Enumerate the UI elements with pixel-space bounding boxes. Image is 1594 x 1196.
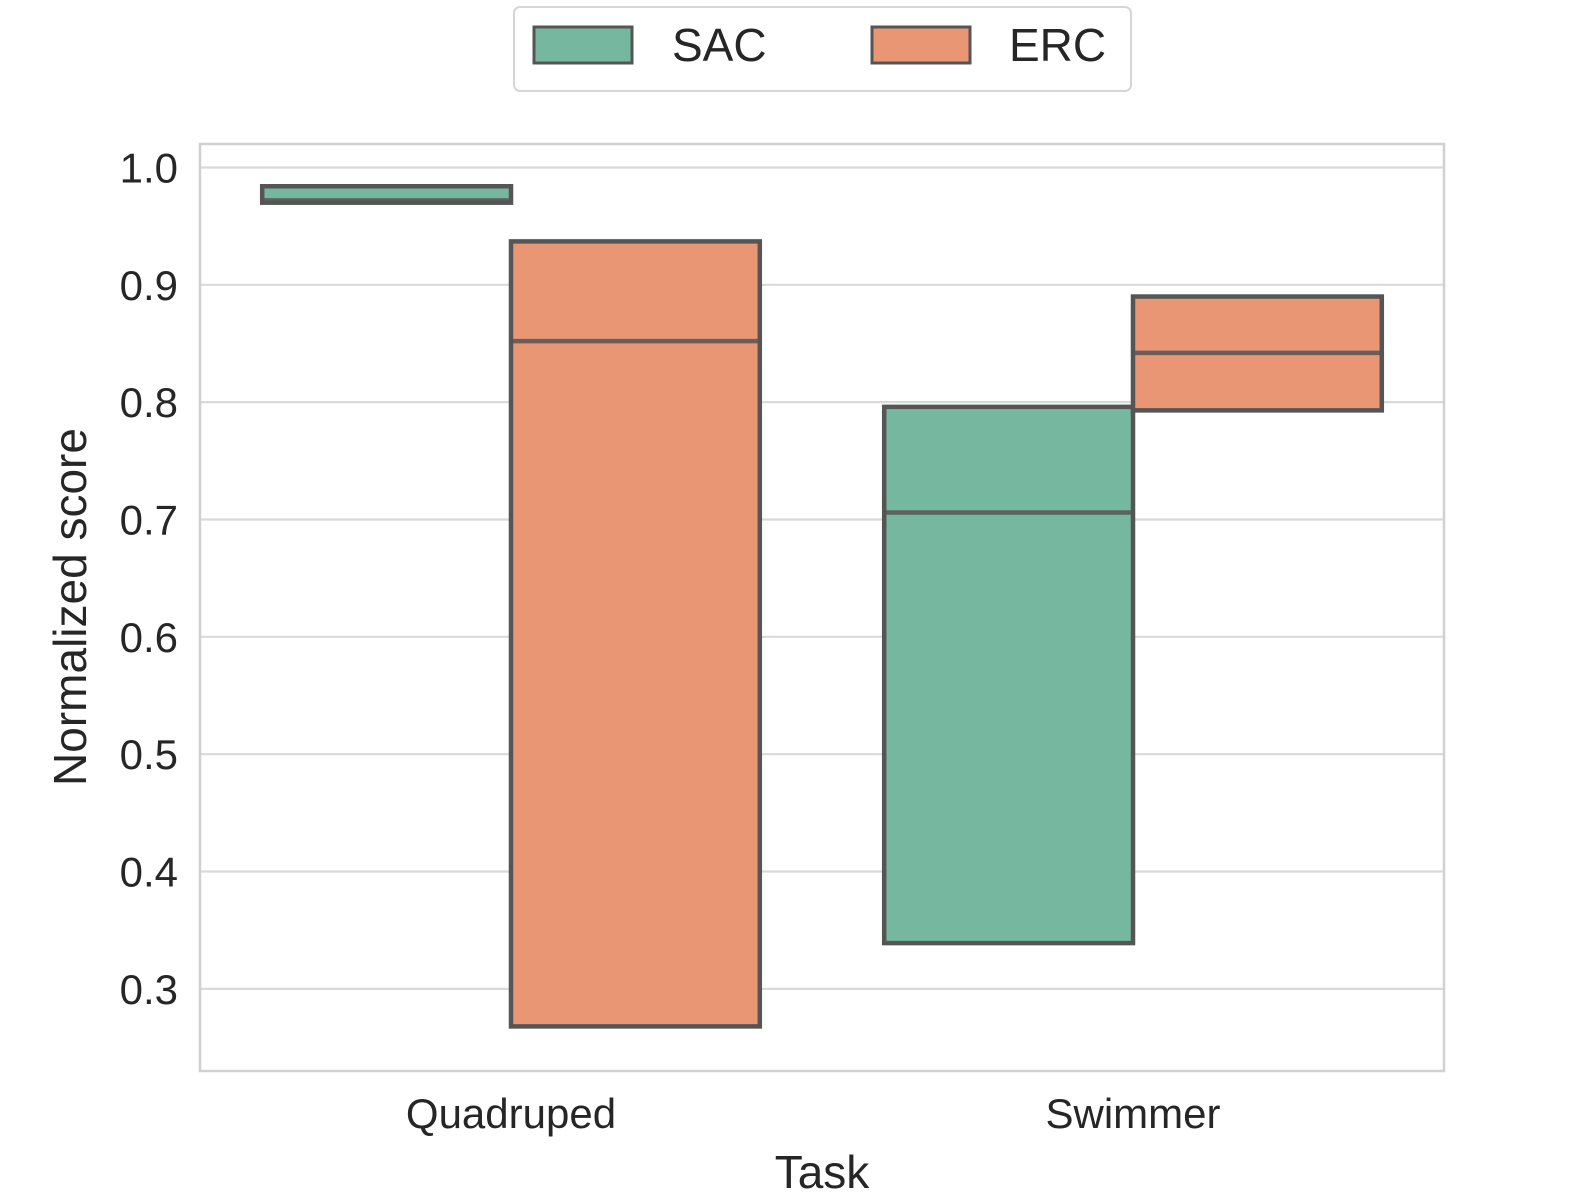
y-tick-label: 0.4 bbox=[120, 849, 178, 896]
legend-swatch-sac bbox=[532, 25, 634, 65]
y-tick-label: 0.9 bbox=[120, 262, 178, 309]
y-tick-label: 0.6 bbox=[120, 614, 178, 661]
y-tick-label: 0.3 bbox=[120, 966, 178, 1013]
bar-sac-swimmer bbox=[881, 404, 1136, 946]
legend-swatch-erc bbox=[870, 25, 972, 65]
legend: SAC ERC bbox=[513, 6, 1132, 92]
legend-label-sac: SAC bbox=[672, 19, 767, 71]
x-axis-label: Task bbox=[775, 1146, 871, 1196]
y-tick-label: 0.7 bbox=[120, 496, 178, 543]
y-axis-label: Normalized score bbox=[44, 428, 96, 786]
x-tick-label: Quadruped bbox=[406, 1090, 616, 1137]
x-tick-label: Swimmer bbox=[1046, 1090, 1221, 1137]
y-tick-label: 0.5 bbox=[120, 731, 178, 778]
y-tick-label: 1.0 bbox=[120, 144, 178, 191]
bars bbox=[259, 183, 1385, 1029]
bar-erc-quadruped bbox=[508, 239, 763, 1029]
grid-lines bbox=[200, 166, 1444, 990]
legend-frame bbox=[513, 6, 1132, 92]
legend-label-erc: ERC bbox=[1009, 19, 1106, 71]
y-axis-ticks: 0.3 0.4 0.5 0.6 0.7 0.8 0.9 1.0 bbox=[120, 144, 178, 1012]
plot-area bbox=[198, 142, 1446, 1073]
y-tick-label: 0.8 bbox=[120, 379, 178, 426]
x-axis-ticks: Quadruped Swimmer bbox=[406, 1090, 1221, 1137]
